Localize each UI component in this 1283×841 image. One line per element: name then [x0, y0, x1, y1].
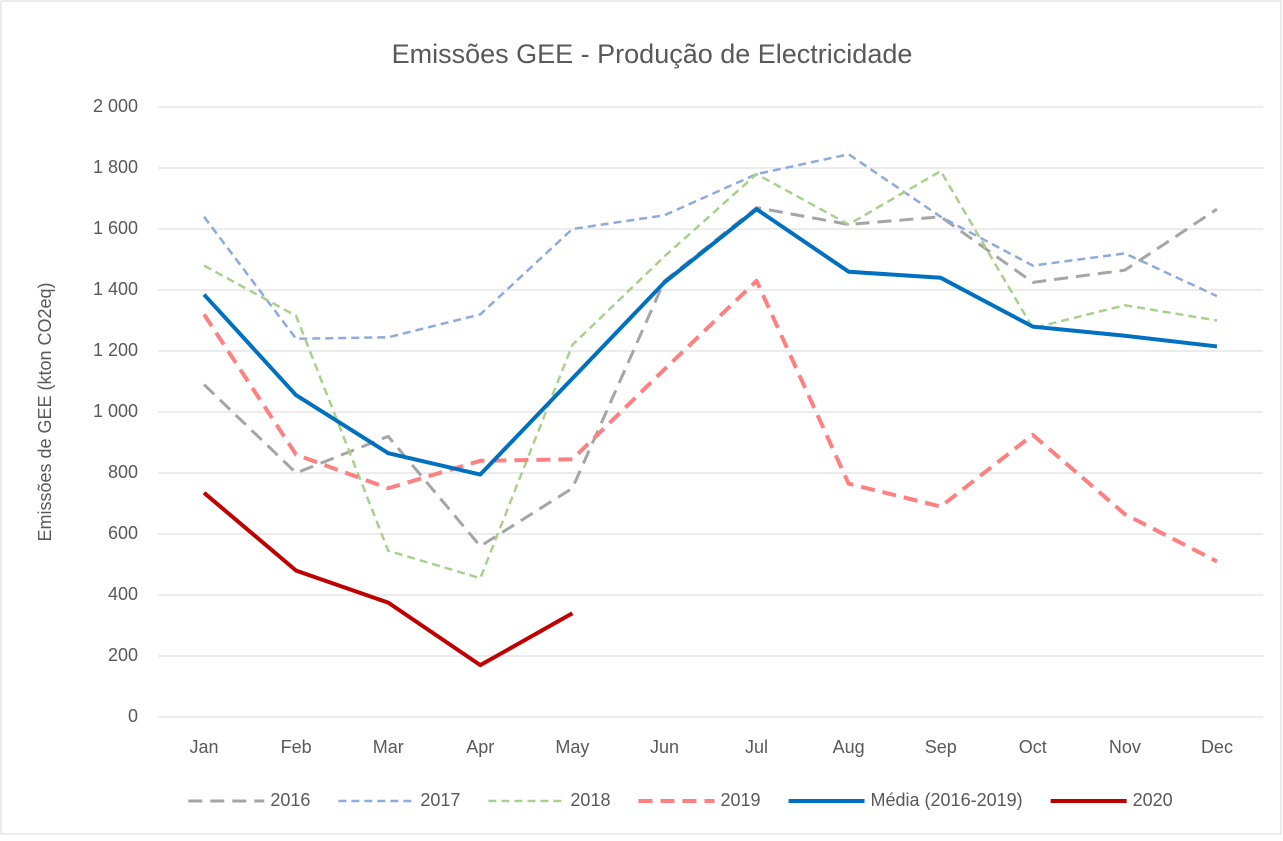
legend-label: 2019 [720, 790, 760, 810]
y-axis-label: Emissões de GEE (kton CO2eq) [35, 282, 55, 541]
y-tick-label: 1 200 [93, 340, 138, 360]
x-tick-label: Nov [1109, 737, 1141, 757]
y-tick-label: 1 800 [93, 157, 138, 177]
x-tick-label: Oct [1019, 737, 1047, 757]
y-tick-label: 0 [128, 706, 138, 726]
y-tick-label: 2 000 [93, 96, 138, 116]
x-tick-label: Mar [373, 737, 404, 757]
y-tick-label: 400 [108, 584, 138, 604]
chart-title: Emissões GEE - Produção de Electricidade [392, 39, 913, 69]
y-tick-label: 1 000 [93, 401, 138, 421]
x-tick-label: Jun [650, 737, 679, 757]
series-line [203, 169, 1218, 580]
y-tick-label: 800 [108, 462, 138, 482]
x-tick-label: Aug [833, 737, 865, 757]
series-line [202, 207, 1218, 477]
legend-label: 2020 [1133, 790, 1173, 810]
legend-label: 2016 [270, 790, 310, 810]
legend-label: 2018 [570, 790, 610, 810]
y-tick-label: 600 [108, 523, 138, 543]
x-tick-label: Sep [925, 737, 957, 757]
x-tick-label: May [555, 737, 589, 757]
x-tick-label: Feb [281, 737, 312, 757]
x-tick-label: Dec [1201, 737, 1233, 757]
legend-label: 2017 [420, 790, 460, 810]
x-tick-label: Jan [190, 737, 219, 757]
y-tick-label: 1 400 [93, 279, 138, 299]
x-tick-label: Jul [745, 737, 768, 757]
y-tick-label: 1 600 [93, 218, 138, 238]
x-tick-label: Apr [466, 737, 494, 757]
legend-label: Média (2016-2019) [871, 790, 1023, 810]
series-line [202, 491, 574, 668]
y-tick-label: 200 [108, 645, 138, 665]
series-line [202, 278, 1218, 564]
